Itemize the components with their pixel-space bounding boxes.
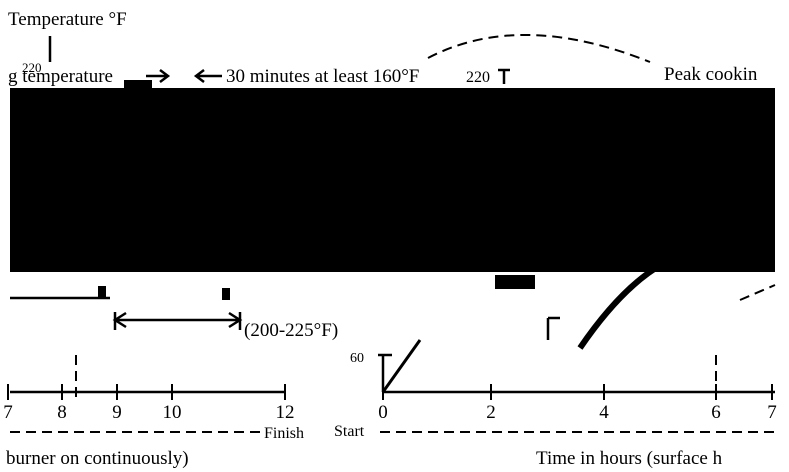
caption: Time in hours (surface h — [536, 448, 723, 469]
tick-label: 7 — [3, 402, 13, 423]
arrow — [112, 311, 243, 329]
caption: burner on continuously) — [6, 448, 189, 469]
tick-label: 220 — [466, 69, 490, 86]
range: (200-225°F) — [244, 320, 338, 341]
tick-label: 60 — [350, 351, 364, 366]
curve — [381, 339, 422, 393]
tick-label: 10 — [163, 402, 182, 423]
axis-title: Temperature °F — [8, 9, 127, 30]
tick-label: 9 — [112, 402, 122, 423]
label: Start — [334, 423, 365, 440]
tick-label: 7 — [767, 402, 777, 423]
tick-label: 12 — [276, 402, 295, 423]
black-band — [10, 88, 775, 272]
block — [124, 80, 152, 90]
curve — [427, 34, 651, 63]
note: 30 minutes at least 160°F — [226, 66, 419, 87]
tick-label: 8 — [57, 402, 67, 423]
block — [222, 288, 230, 300]
arrow — [193, 69, 222, 83]
label: g temperature — [8, 66, 113, 87]
arrow — [146, 69, 171, 83]
bracket — [546, 316, 560, 340]
block — [495, 275, 535, 289]
tick-label: 220 — [22, 60, 42, 75]
curve — [577, 247, 701, 350]
curve — [739, 284, 776, 301]
tick-label: 6 — [711, 402, 721, 423]
tick-label: 4 — [599, 402, 609, 423]
block — [98, 286, 106, 298]
label: Peak cookin — [664, 64, 758, 85]
tick-label: 2 — [486, 402, 496, 423]
label: Finish — [264, 425, 304, 442]
tick-label: 0 — [378, 402, 388, 423]
